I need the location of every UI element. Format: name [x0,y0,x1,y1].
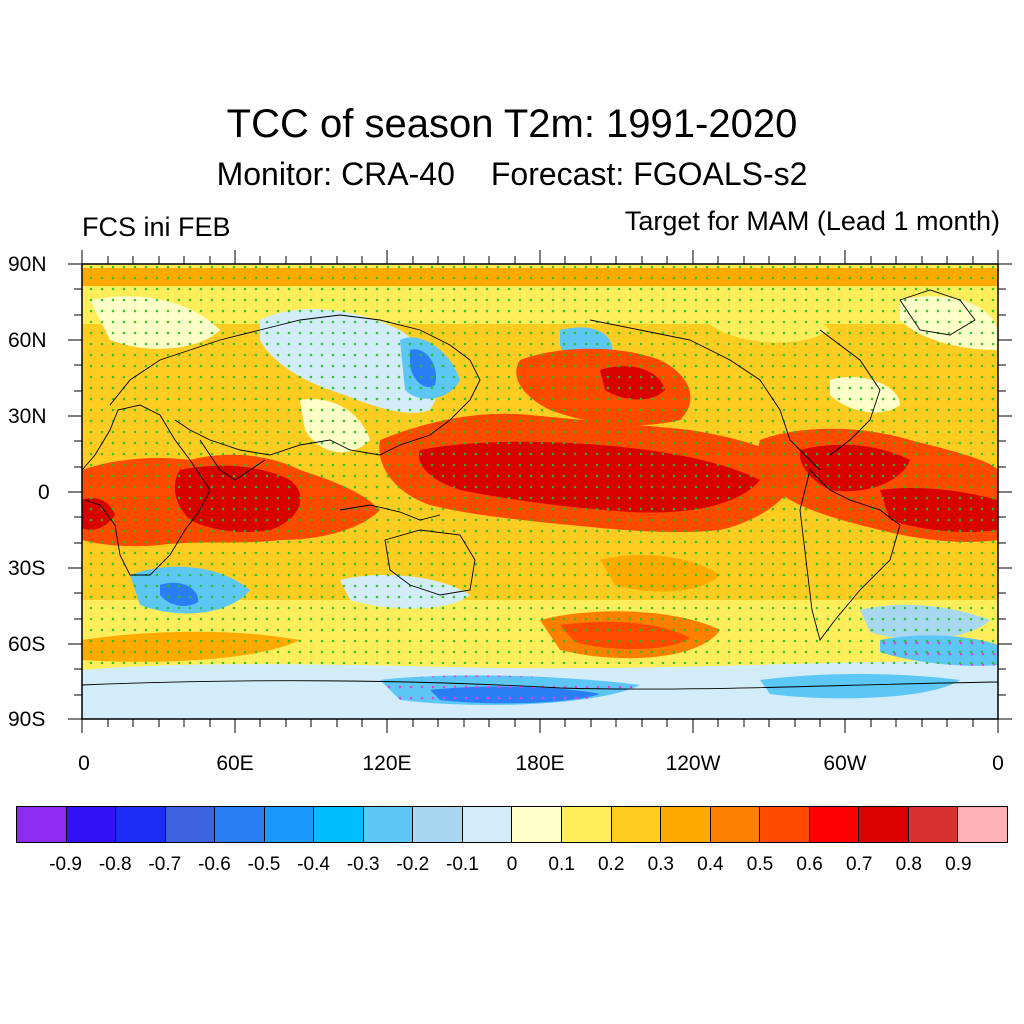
colorbar-swatch [710,807,761,842]
lon-label: 180E [515,752,565,775]
colorbar-swatch [512,807,563,842]
axis-ticks [68,250,1012,733]
colorbar-swatch [17,807,67,842]
colorbar-tick-label: 0.4 [697,854,724,875]
colorbar-swatch [66,807,117,842]
lat-label: 0 [38,481,50,504]
lon-label: 0 [992,752,1004,775]
colorbar-swatch [314,807,364,842]
lat-label: 60N [8,329,47,352]
lat-label: 90S [8,708,46,731]
lat-label: 60S [8,633,46,656]
lat-label: 90N [8,253,47,276]
colorbar-swatch [363,807,414,842]
significance-stippling [82,264,998,664]
colorbar-tick-label: -0.2 [396,854,430,875]
lat-label: 30N [8,405,47,428]
colorbar-tick-label: -0.5 [247,854,281,875]
colorbar-swatch [264,807,315,842]
map-field [82,264,998,719]
colorbar-tick-label: 0.5 [746,854,774,875]
lon-label: 60W [823,752,867,775]
colorbar-tick-label: -0.9 [49,854,82,875]
lon-label: 60E [216,752,254,775]
colorbar-tick-label: -0.3 [346,854,380,875]
indonesia-coast [339,504,441,521]
weddell-cool [760,674,960,699]
negative-stippling-atlantic [880,635,998,666]
colorbar-tick-label: 0 [506,854,518,875]
colorbar-swatch [809,807,860,842]
lon-label: 120E [362,752,412,775]
colorbar-swatch [661,807,711,842]
colorbar-swatch [611,807,662,842]
colorbar-tick-label: -0.7 [148,854,182,875]
colorbar-tick-label: -0.8 [98,854,132,875]
north-america-east-coast [819,329,881,456]
monitor-label: Monitor: CRA-40 [216,156,455,192]
greenland-coast [899,289,976,336]
lon-label: 0 [78,752,90,775]
africa-coast [82,404,211,576]
map-title: TCC of season T2m: 1991-2020 [226,102,798,146]
target-label: Target for MAM (Lead 1 month) [624,206,1000,236]
colorbar-swatch [462,807,513,842]
coastlines [82,289,998,690]
initialization-label: FCS ini FEB [82,212,231,242]
colorbar [16,806,1008,843]
colorbar-tick-label: 0.9 [945,854,972,875]
south-america-coast [799,469,901,642]
colorbar-swatch [562,807,612,842]
lat-label: 30S [8,557,46,580]
colorbar-tick-label: 0.2 [597,854,625,875]
india-coast [199,439,266,481]
north-america-west-coast [589,319,821,471]
colorbar-tick-label: -0.6 [198,854,231,875]
colorbar-tick-label: 0.1 [548,854,575,875]
colorbar-tick-label: 0.8 [895,854,923,875]
colorbar-swatch [215,807,265,842]
colorbar-tick-label: -0.1 [446,854,479,875]
lon-label: 120W [665,752,721,775]
colorbar-tick-label: 0.6 [796,854,823,875]
eurasia-coast [109,314,481,456]
antarctica-coast [82,680,998,690]
colorbar-tick-label: 0.3 [647,854,675,875]
colorbar-swatch [165,807,216,842]
forecast-label: Forecast: FGOALS-s2 [490,156,808,192]
colorbar-swatch [413,807,463,842]
colorbar-swatch [859,807,909,842]
colorbar-swatch [958,807,1007,842]
colorbar-swatch [116,807,166,842]
australia-coast [384,529,476,596]
map-subtitle: Monitor: CRA-40 Forecast: FGOALS-s2 [0,156,1024,193]
colorbar-swatch [760,807,810,842]
colorbar-tick-label: -0.4 [297,854,330,875]
colorbar-tick-label: 0.7 [845,854,873,875]
colorbar-swatch [908,807,959,842]
